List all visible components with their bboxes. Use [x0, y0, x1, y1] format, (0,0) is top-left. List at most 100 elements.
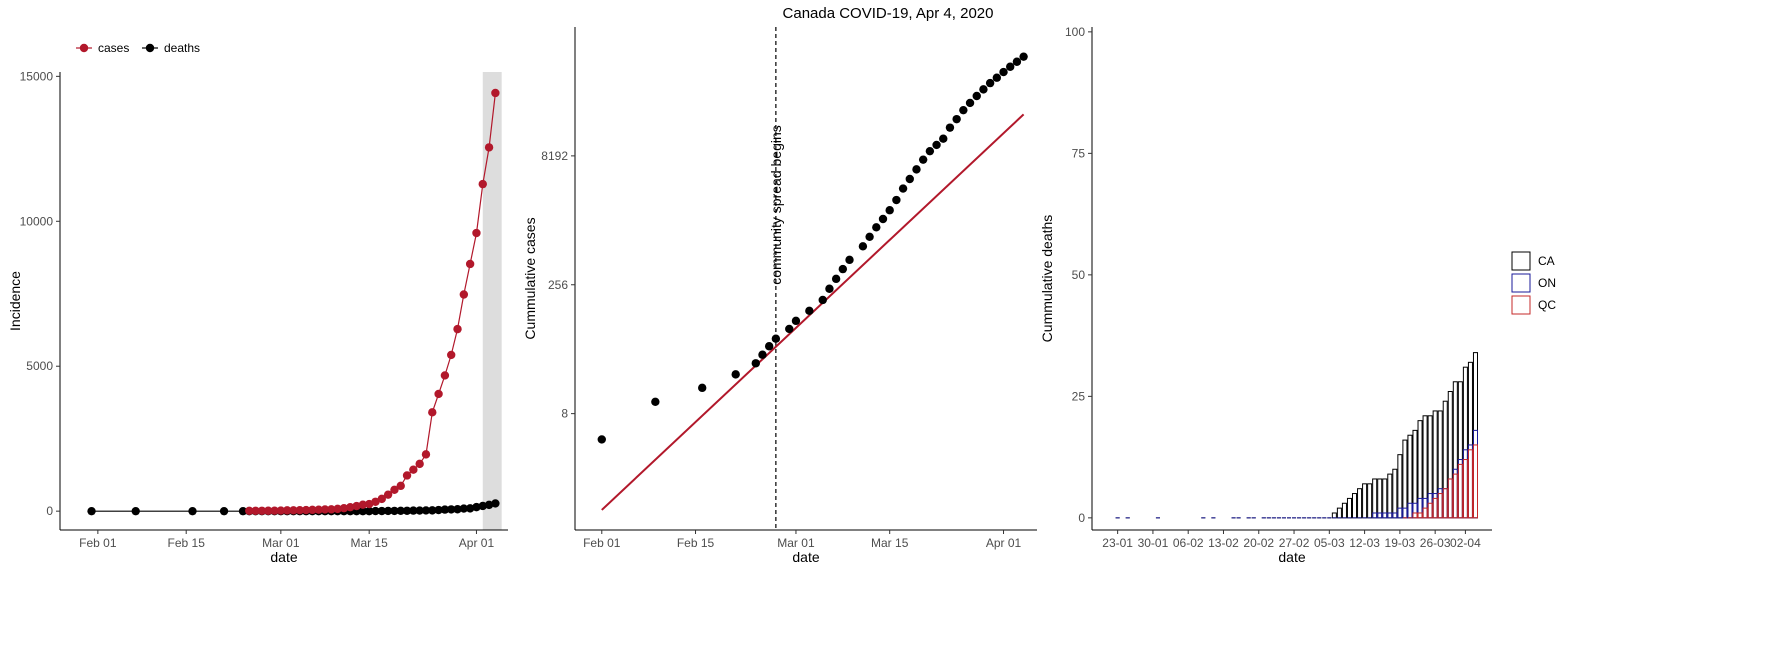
case-point	[972, 91, 981, 101]
x-tick-label: Feb 15	[168, 536, 206, 550]
case-point	[865, 232, 874, 241]
cases-point	[440, 371, 450, 380]
case-point	[872, 223, 881, 232]
cases-point	[308, 505, 317, 515]
cases-point	[383, 490, 393, 499]
case-point	[965, 98, 975, 108]
x-tick-label: 12-03	[1349, 536, 1380, 550]
deaths-point	[459, 504, 469, 513]
y-axis-label: Cummulative deaths	[1039, 215, 1055, 343]
y-tick-label: 75	[1072, 146, 1086, 160]
cases-point	[434, 389, 443, 399]
cases-point	[295, 506, 304, 515]
ON-bar	[1442, 488, 1448, 519]
y-tick-label: 5000	[26, 359, 53, 373]
deaths-point	[434, 505, 443, 515]
deaths-point	[402, 506, 412, 515]
community-spread-label: community spread begins	[768, 125, 784, 285]
CA-bar	[1457, 381, 1463, 519]
figure-title: Canada COVID-19, Apr 4, 2020	[783, 5, 994, 22]
x-tick-label: 30-01	[1138, 536, 1169, 550]
deaths-point	[453, 505, 462, 514]
cases-point	[327, 505, 336, 514]
CA-bar	[1472, 352, 1478, 519]
ON-bar	[1417, 497, 1423, 519]
legend-key-CA	[1511, 251, 1531, 271]
cases-point	[276, 506, 286, 515]
deaths-point	[491, 499, 500, 508]
CA-bar	[1336, 507, 1342, 519]
QC-bar	[1452, 473, 1458, 519]
deaths-point	[472, 502, 481, 512]
ON-bar	[1447, 478, 1453, 519]
cases-point	[333, 504, 342, 514]
ON-bar	[1467, 444, 1473, 519]
deaths-point	[364, 506, 374, 516]
x-tick-label: Mar 15	[871, 536, 909, 550]
cases-point	[289, 506, 298, 515]
deaths-point	[238, 506, 248, 516]
cases-point	[257, 506, 267, 515]
ON-bar	[1402, 507, 1408, 519]
ON-bar	[1427, 493, 1433, 519]
CA-bar	[1362, 483, 1368, 519]
highlight-band	[482, 72, 502, 530]
deaths-point	[440, 505, 450, 514]
case-point	[858, 242, 868, 251]
case-point	[597, 435, 606, 444]
CA-bar	[1422, 415, 1428, 519]
case-point	[878, 214, 888, 224]
cases-point	[339, 503, 349, 513]
deaths-point	[390, 506, 399, 516]
ON-bar	[1412, 502, 1418, 519]
x-tick-label: 23-01	[1102, 536, 1133, 550]
CA-bar	[1452, 381, 1458, 519]
legend-label-deaths: deaths	[164, 41, 200, 55]
ON-bar	[1452, 468, 1458, 519]
x-tick-label: 19-03	[1385, 536, 1416, 550]
cases-point	[264, 506, 273, 515]
ON-bar	[1457, 459, 1463, 519]
case-point	[731, 370, 740, 379]
deaths-point	[484, 500, 494, 510]
CA-bar	[1447, 390, 1453, 519]
x-tick-label: 05-03	[1314, 536, 1345, 550]
x-tick-label: Mar 01	[262, 536, 300, 550]
CA-bar	[1367, 483, 1373, 519]
QC-bar	[1462, 459, 1468, 519]
QC-bar	[1427, 502, 1433, 519]
y-tick-label: 25	[1072, 389, 1086, 403]
cases-point	[484, 143, 494, 152]
cases-point	[245, 506, 254, 516]
deaths-point	[428, 506, 437, 515]
CA-bar	[1427, 415, 1433, 519]
QC-bar	[1412, 512, 1418, 519]
y-tick-label: 8	[561, 407, 568, 421]
cases-point	[396, 481, 405, 491]
deaths-point	[383, 506, 393, 516]
case-point	[925, 146, 935, 156]
cumulative-deaths-panel: 23-01 30-01 06-02 13-02 20-02 27-02 05-03 12-03…	[1039, 25, 1556, 565]
case-point	[999, 67, 1008, 77]
x-tick-label: Feb 01	[583, 536, 621, 550]
cases-point	[472, 228, 481, 238]
cases-point	[465, 259, 475, 269]
ON-bar	[1392, 512, 1398, 519]
y-tick-label: 50	[1072, 268, 1086, 282]
legend: cases deaths	[76, 41, 200, 55]
CA-bar	[1417, 420, 1423, 519]
case-point	[992, 73, 1002, 82]
case-point	[771, 334, 781, 343]
case-point	[805, 306, 814, 316]
cases-point	[352, 501, 361, 511]
case-point	[825, 284, 834, 293]
deaths-point	[188, 506, 197, 516]
cases-point	[358, 500, 368, 509]
deaths-point	[377, 506, 387, 516]
y-tick-label: 8192	[541, 149, 568, 163]
case-point	[892, 195, 901, 205]
legend-label-cases: cases	[98, 41, 129, 55]
y-tick-label: 10000	[20, 214, 54, 228]
deaths-point	[421, 506, 431, 515]
case-point	[831, 274, 841, 284]
